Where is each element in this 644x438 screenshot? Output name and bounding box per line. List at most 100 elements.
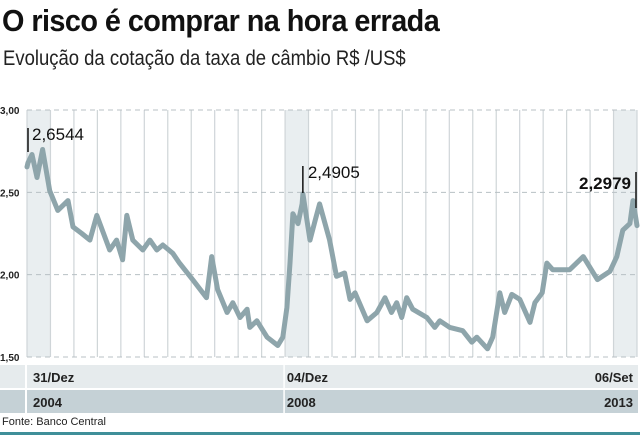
data-point: [56, 208, 60, 212]
data-point: [631, 199, 635, 203]
data-point: [400, 315, 404, 319]
data-point: [26, 161, 30, 165]
annotation-label: 2,6544: [32, 125, 84, 144]
shaded-band: [27, 110, 51, 357]
data-point: [533, 301, 537, 305]
data-point: [595, 278, 599, 282]
shaded-band: [285, 110, 309, 357]
data-point: [88, 238, 92, 242]
data-point: [621, 228, 625, 232]
data-point: [433, 325, 437, 329]
data-point: [518, 297, 522, 301]
data-point: [353, 291, 357, 295]
row-day: [27, 365, 638, 388]
data-point: [365, 319, 369, 323]
chart-subtitle: Evolução da cotação da taxa de câmbio R$…: [3, 47, 406, 70]
data-point: [231, 301, 235, 305]
data-point: [125, 213, 129, 217]
data-point: [191, 278, 195, 282]
data-point: [80, 232, 84, 235]
annotation-label: 2,4905: [308, 163, 360, 182]
source-note: Fonte: Banco Central: [2, 416, 106, 428]
data-point: [30, 152, 34, 156]
data-point: [108, 248, 112, 252]
data-point: [210, 255, 214, 259]
data-point: [66, 199, 70, 203]
data-point: [470, 340, 474, 344]
data-point: [115, 238, 119, 242]
y-tick-label: 1,50: [0, 353, 20, 364]
data-point: [328, 238, 332, 242]
data-point: [161, 243, 165, 247]
data-point: [405, 296, 409, 300]
data-point: [498, 291, 502, 295]
data-point: [48, 189, 52, 193]
data-point: [248, 325, 252, 329]
data-point: [265, 335, 269, 339]
x-day-label: 04/Dez: [287, 370, 329, 385]
x-axis-date-rows: 31/Dez 2004 04/Dez 2008 06/Set 2013: [0, 365, 638, 413]
data-point: [448, 325, 452, 329]
x-year-label: 2013: [604, 395, 633, 410]
data-point: [318, 202, 322, 206]
data-point: [71, 225, 75, 229]
data-point: [545, 261, 549, 265]
data-point: [510, 292, 514, 296]
data-point: [171, 251, 175, 255]
x-year-label: 2008: [287, 395, 316, 410]
data-point: [255, 319, 259, 323]
data-point: [313, 218, 317, 222]
series-layer: [24, 147, 640, 352]
data-point: [301, 192, 305, 196]
data-point: [35, 176, 39, 180]
data-point: [383, 296, 387, 300]
y-tick-label: 2,50: [0, 188, 20, 199]
data-point: [438, 319, 442, 323]
data-point: [615, 255, 619, 259]
y-tick-label: 3,00: [0, 106, 20, 117]
data-point: [121, 258, 125, 262]
data-point: [635, 224, 639, 228]
chart-title: O risco é comprar na hora errada: [2, 3, 440, 38]
row-year: [27, 390, 638, 413]
row-year-label-cell: [0, 390, 25, 413]
data-point: [148, 238, 152, 242]
data-point: [288, 261, 292, 265]
data-point: [141, 248, 145, 252]
data-point: [95, 213, 99, 217]
data-point: [348, 297, 352, 301]
data-point: [204, 296, 208, 300]
data-point: [276, 343, 280, 347]
data-point: [528, 320, 532, 324]
data-point: [178, 261, 182, 265]
x-year-label: 2004: [33, 395, 63, 410]
data-point: [425, 315, 429, 319]
x-day-label: 31/Dez: [33, 370, 75, 385]
data-point: [343, 271, 347, 275]
data-point: [291, 212, 295, 216]
bottom-rule: [0, 432, 640, 435]
data-point: [395, 301, 399, 305]
data-point: [581, 255, 585, 259]
data-point: [131, 238, 135, 242]
data-point: [225, 311, 229, 315]
data-point: [375, 311, 379, 315]
data-point: [25, 165, 29, 169]
shaded-band: [613, 110, 637, 357]
data-point: [491, 335, 495, 339]
x-day-label: 06/Set: [595, 370, 634, 385]
data-point: [296, 222, 300, 226]
data-point: [238, 315, 242, 319]
grid-lines: [26, 109, 638, 358]
annotations: 2,6544 2,4905 2,2979: [27, 125, 637, 208]
data-point: [411, 307, 415, 311]
data-point: [216, 287, 220, 291]
data-point: [568, 268, 572, 272]
data-point: [308, 238, 312, 242]
data-point: [608, 269, 612, 273]
data-point: [486, 347, 490, 351]
data-point: [475, 335, 479, 339]
data-point: [300, 202, 304, 206]
data-point: [461, 329, 465, 333]
